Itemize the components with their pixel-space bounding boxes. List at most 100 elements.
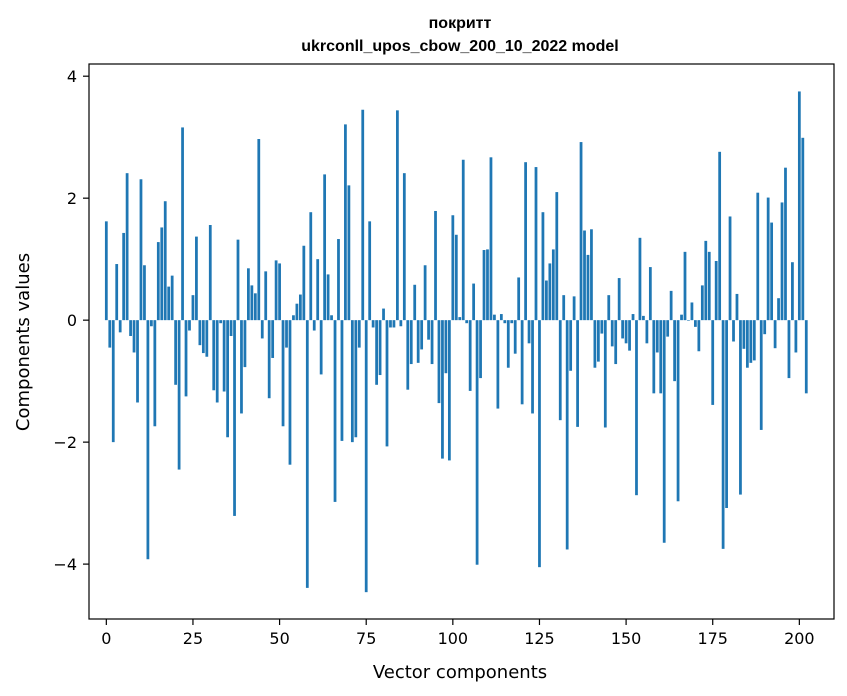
bar [104,221,108,321]
bar [482,250,486,321]
bar [524,162,527,321]
bar [354,320,358,438]
bar [583,230,586,321]
bar [766,197,770,321]
bar [139,179,143,321]
bar [569,320,573,371]
bar [527,320,531,344]
bar [340,320,344,441]
bar [621,320,625,339]
bar [652,320,656,394]
bar [149,320,153,327]
bar [590,229,593,321]
bar [174,320,178,385]
bar [579,142,583,321]
bar [780,202,784,321]
bar [635,320,638,496]
bar [763,320,767,335]
bar [184,320,188,397]
bar [181,127,184,321]
chart-subtitle: ukrconll_upos_cbow_200_10_2022 model [301,38,618,55]
bar [302,245,306,321]
bar [676,320,680,502]
bar [777,298,780,321]
bar [610,320,614,347]
bar [784,167,787,321]
bar [714,260,718,321]
bar [596,320,600,362]
x-axis: 0 25 50 75 100 125 150 175 200 [101,619,815,648]
bar [479,320,482,379]
bar [330,315,333,321]
bar [247,268,250,321]
bar [233,320,236,516]
bar [756,192,760,321]
bar [201,320,205,354]
x-tick-label: 100 [438,629,469,648]
bar [378,320,382,376]
bar [576,320,579,427]
x-tick-label: 125 [524,629,555,648]
bar [721,320,725,549]
bar [312,320,316,331]
bar [624,320,628,344]
y-tick-label: 2 [67,189,77,208]
bar [326,274,330,321]
bar [603,320,607,428]
bar [111,320,115,443]
bar [219,320,223,324]
bar [506,320,510,368]
bar [555,192,559,321]
bar [375,320,378,385]
bar [770,222,774,321]
bar [631,314,635,321]
bar [680,314,683,321]
bar [645,320,649,344]
bar [607,295,611,321]
bar [271,320,275,358]
bar [447,320,451,461]
bar [687,320,690,321]
bar [794,320,798,353]
bar [170,275,174,321]
bar [264,271,268,321]
x-tick-label: 175 [697,629,728,648]
bar [486,249,489,321]
bar [472,283,476,321]
bar [617,278,621,321]
bar [465,320,469,324]
bar [593,320,597,368]
bar [136,320,139,403]
bar [454,234,458,321]
bar [364,320,368,593]
bar [444,320,448,374]
bar [392,320,396,328]
plot-frame [88,63,835,620]
bar [274,260,278,321]
bar [295,303,299,321]
bar [600,320,604,334]
bar [385,320,389,447]
chart-title: покритт [429,15,492,32]
bar [548,263,552,321]
x-tick-label: 200 [784,629,815,648]
bar [655,320,659,353]
bar [396,110,399,321]
bar [267,320,271,399]
bar [153,320,157,427]
y-tick-label: 0 [67,311,77,330]
bar [278,263,281,321]
bar [226,320,229,438]
bar [236,239,240,321]
bar [368,221,372,321]
y-axis: −4 −2 0 2 4 [53,67,89,574]
bar [804,320,808,394]
bar [243,320,247,368]
bar [350,320,354,443]
bar [562,295,566,321]
bar [420,320,424,350]
bar [319,320,323,375]
bar [427,320,430,340]
bar-series [104,91,808,593]
bar [735,293,739,321]
